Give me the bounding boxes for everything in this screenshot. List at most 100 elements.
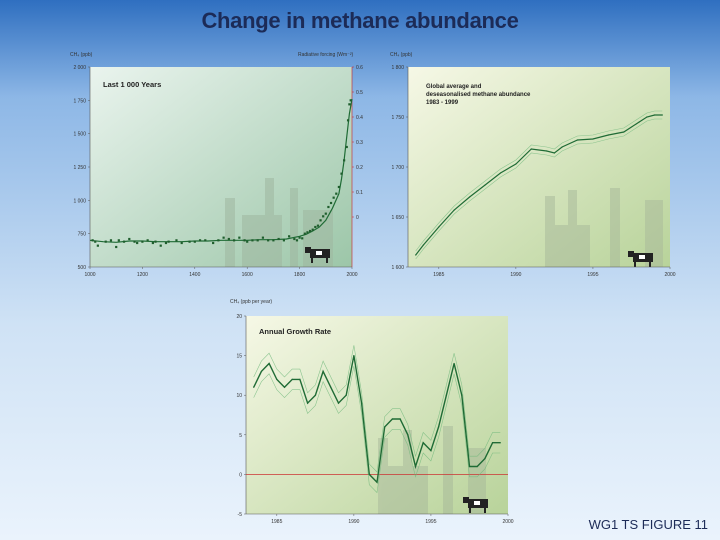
cow-icon [628, 251, 653, 267]
data-point [212, 241, 215, 245]
data-point [311, 228, 314, 231]
y-tick-label: 1 750 [73, 98, 86, 104]
y-tick-label: 1 250 [73, 165, 86, 171]
data-point [222, 236, 225, 239]
data-point [324, 212, 327, 215]
data-point [661, 114, 663, 116]
y-tick-label: 1 650 [391, 215, 404, 221]
data-point [288, 235, 291, 238]
y-axis-label: CH₄ (ppb per year) [230, 299, 272, 305]
data-point [217, 239, 220, 242]
data-point [322, 370, 324, 373]
data-point [491, 442, 494, 444]
data-point [469, 196, 471, 198]
data-point [295, 239, 299, 242]
data-point [316, 224, 320, 227]
data-point [422, 244, 425, 246]
x-tick-label: 1800 [294, 272, 305, 278]
data-point [246, 240, 249, 243]
x-tick-label: 1600 [242, 272, 253, 278]
data-point [301, 237, 304, 240]
data-point [407, 434, 409, 436]
data-point [327, 205, 330, 209]
cow-icon [305, 247, 330, 263]
x-tick-label: 1990 [510, 272, 521, 278]
data-point [167, 240, 170, 243]
data-point [453, 362, 455, 365]
data-point [653, 114, 656, 116]
data-point [384, 426, 386, 428]
series-envelope-upper [253, 345, 501, 473]
y-tick-label: 2 000 [73, 65, 86, 71]
data-point [343, 159, 346, 162]
data-point [198, 239, 202, 242]
data-point [267, 239, 270, 242]
data-point [314, 394, 316, 396]
data-point [94, 240, 97, 243]
data-point [299, 378, 301, 380]
y2-tick-label: 0.5 [356, 90, 363, 96]
data-point [391, 418, 394, 420]
data-point [260, 370, 263, 373]
y-tick-label: 1 000 [73, 198, 86, 204]
data-point [346, 119, 350, 122]
y-tick-label: 500 [78, 265, 87, 271]
data-point [238, 236, 241, 239]
data-point [453, 209, 455, 211]
data-point [175, 239, 178, 242]
data-point [277, 237, 280, 241]
data-point [414, 465, 417, 468]
data-point [499, 172, 502, 174]
x-tick-label: 2000 [502, 519, 513, 525]
data-point [422, 442, 424, 444]
data-point [91, 239, 94, 242]
data-point [623, 131, 625, 133]
data-point [546, 150, 548, 152]
y-tick-label: 1 750 [391, 115, 404, 121]
series-envelope-lower [253, 365, 501, 494]
y2-tick-label: 0.3 [356, 140, 363, 146]
y-axis-label: CH₄ (ppb) [70, 52, 93, 58]
y-tick-label: 750 [78, 232, 87, 238]
data-point [461, 394, 463, 396]
data-point [96, 244, 99, 247]
x-tick-label: 1995 [587, 272, 598, 278]
data-point [180, 241, 183, 245]
y-axis-label: CH₄ (ppb) [390, 52, 413, 58]
data-point [272, 239, 275, 242]
y2-tick-label: 0.2 [356, 165, 363, 171]
data-point [164, 241, 168, 245]
data-point [445, 394, 447, 396]
data-point [399, 418, 401, 420]
data-point [368, 473, 370, 475]
data-point [261, 236, 265, 239]
chart-annual-growth-rate: 1985 1990 1995 2000 -5 0 5 10 15 20 Annual Growth… [230, 299, 514, 525]
x-tick-label: 1985 [271, 519, 282, 525]
y-tick-label: 0 [239, 472, 242, 478]
data-point [553, 152, 556, 154]
data-point [282, 239, 285, 242]
data-point [314, 225, 317, 229]
data-point [204, 239, 207, 242]
x-tick-label: 1000 [84, 272, 95, 278]
data-point [345, 145, 348, 149]
x-tick-label: 1995 [425, 519, 436, 525]
data-point [353, 355, 355, 357]
series-envelope-upper [415, 110, 663, 252]
data-point [306, 231, 309, 234]
data-point [376, 481, 378, 483]
data-point [319, 219, 322, 222]
data-point [308, 229, 312, 233]
x-tick-label: 1400 [189, 272, 200, 278]
data-point [303, 232, 306, 235]
data-point [283, 386, 286, 388]
data-point [128, 237, 131, 241]
data-point [484, 184, 486, 186]
y2-tick-label: 0.1 [356, 190, 363, 196]
data-point [592, 138, 594, 140]
chart-title-line-1: Global average and [426, 84, 482, 90]
data-point [349, 99, 352, 102]
y2-axis-label: Radiative forcing (Wm⁻²) [298, 52, 353, 58]
data-point [146, 239, 149, 242]
chart-subtitle: 1983 - 1999 [426, 100, 459, 106]
